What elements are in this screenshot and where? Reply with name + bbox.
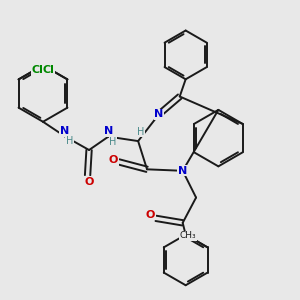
Text: N: N [104,126,113,136]
Text: Cl: Cl [43,65,55,75]
Text: CH₃: CH₃ [179,231,196,240]
Text: H: H [109,137,116,147]
Text: O: O [109,155,118,165]
Text: N: N [178,166,187,176]
Text: O: O [84,177,94,187]
Text: N: N [60,126,69,136]
Text: N: N [154,109,164,119]
Text: Cl: Cl [32,65,44,75]
Text: O: O [146,210,155,220]
Text: H: H [66,136,74,146]
Text: H: H [137,127,145,136]
